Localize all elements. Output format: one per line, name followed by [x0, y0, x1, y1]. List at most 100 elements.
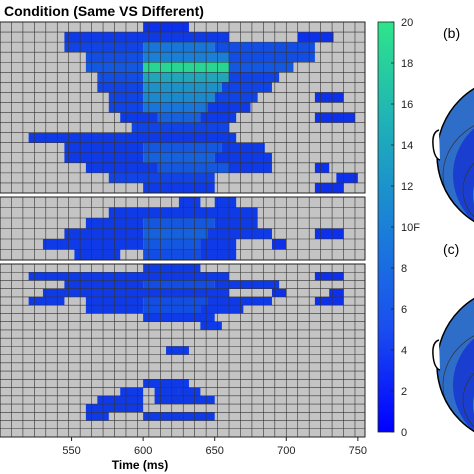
significant-cell — [271, 239, 287, 250]
significant-cell — [229, 72, 280, 83]
significant-cell — [178, 197, 201, 208]
significant-cell — [97, 72, 144, 83]
significant-cell — [143, 82, 222, 93]
significant-cell — [108, 172, 215, 183]
significant-cell — [200, 321, 222, 330]
significant-cell — [166, 346, 189, 355]
significant-cell — [64, 32, 230, 43]
heatmap-panel-1 — [0, 21, 366, 194]
significant-cell — [329, 288, 344, 297]
panel-border — [0, 21, 366, 194]
significant-cell — [85, 412, 109, 421]
significant-cell — [64, 152, 144, 163]
significant-cell — [28, 132, 237, 143]
significant-cell — [229, 52, 315, 63]
significant-cell — [314, 296, 344, 306]
colorbar: 0 2 4 6 8 10F 12 14 16 18 20 — [377, 17, 420, 439]
significant-cell — [97, 82, 144, 93]
significant-cell — [28, 296, 65, 306]
significant-cell — [214, 280, 280, 289]
significant-cell — [143, 92, 215, 103]
colorbar-tick-label: 8 — [401, 263, 407, 275]
significant-cell — [42, 239, 144, 250]
significant-cell — [200, 112, 237, 123]
significant-cell — [214, 92, 258, 103]
significant-cell — [143, 42, 215, 53]
panel-border — [0, 196, 366, 261]
x-tick-label: 700 — [277, 445, 295, 457]
significant-cell — [207, 296, 272, 306]
significant-cell — [314, 92, 344, 103]
heatmap-panels — [0, 21, 366, 438]
significant-cell — [143, 142, 222, 153]
significant-cell — [314, 182, 344, 193]
colorbar-tick-label: 2 — [401, 386, 407, 398]
significant-cell — [143, 52, 230, 63]
significant-cell — [229, 162, 272, 173]
x-tick-label: 650 — [206, 445, 224, 457]
significant-cell — [143, 296, 208, 306]
colorbar-tick-label: 20 — [401, 17, 413, 29]
significant-cell — [143, 313, 215, 322]
significant-cell — [143, 152, 215, 163]
significant-cell — [207, 228, 272, 239]
significant-cell — [157, 162, 230, 173]
x-tick-label: 750 — [349, 445, 367, 457]
significant-cell — [143, 228, 208, 239]
significant-cell — [154, 387, 179, 396]
significant-cell — [74, 249, 121, 260]
significant-cell — [131, 122, 230, 133]
significant-cell — [143, 218, 215, 229]
significant-cell — [143, 412, 215, 421]
significant-cell — [120, 387, 144, 396]
significant-cell — [297, 32, 334, 43]
significant-cell — [157, 112, 201, 123]
significant-cell — [143, 22, 189, 33]
x-axis: 550 600 650 700 750 — [0, 436, 367, 457]
significant-cell — [314, 272, 344, 281]
significant-cell — [143, 102, 208, 113]
chart-title: Condition (Same VS Different) — [4, 3, 204, 19]
x-tick-label: 550 — [62, 445, 80, 457]
panel-label-b: (b) — [443, 25, 460, 41]
colorbar-tick-label: 4 — [401, 345, 407, 357]
significant-cell — [314, 228, 344, 239]
significant-cell — [85, 162, 158, 173]
significant-cell — [143, 182, 215, 193]
significant-cell — [214, 152, 272, 163]
significant-cell — [200, 305, 244, 314]
significant-cell — [221, 142, 265, 153]
significant-cell — [64, 142, 144, 153]
colorbar-tick-label: 10F — [401, 222, 420, 234]
left-ear-icon — [432, 129, 441, 161]
significant-cell — [143, 62, 230, 73]
significant-cell — [314, 112, 355, 123]
significant-cell — [143, 280, 215, 289]
significant-cell — [97, 395, 144, 405]
significant-cell — [178, 387, 201, 396]
colorbar-tick-label: 12 — [401, 181, 413, 193]
left-ear-icon — [432, 339, 441, 371]
significant-cell — [120, 112, 158, 123]
significant-cell — [229, 62, 294, 73]
significant-cell — [200, 249, 237, 260]
significant-cell — [214, 197, 237, 208]
significant-cell — [154, 395, 215, 405]
significant-cell — [214, 218, 258, 229]
significant-cell — [336, 172, 358, 183]
topomap-head-c — [432, 297, 474, 443]
significant-cell — [314, 162, 330, 173]
significant-cell — [42, 288, 230, 297]
significant-cell — [64, 228, 144, 239]
colorbar-tick-label: 16 — [401, 99, 413, 111]
heatmap-panel-2 — [0, 196, 366, 261]
significant-cell — [28, 272, 230, 281]
x-axis-label: Time (ms) — [112, 458, 168, 472]
topomap-head-b — [432, 87, 474, 233]
significant-cell — [221, 82, 272, 93]
significant-cell — [214, 42, 315, 53]
heatmap-panel-3 — [0, 263, 366, 438]
significant-cell — [200, 239, 237, 250]
colorbar-tick-label: 0 — [401, 427, 407, 439]
